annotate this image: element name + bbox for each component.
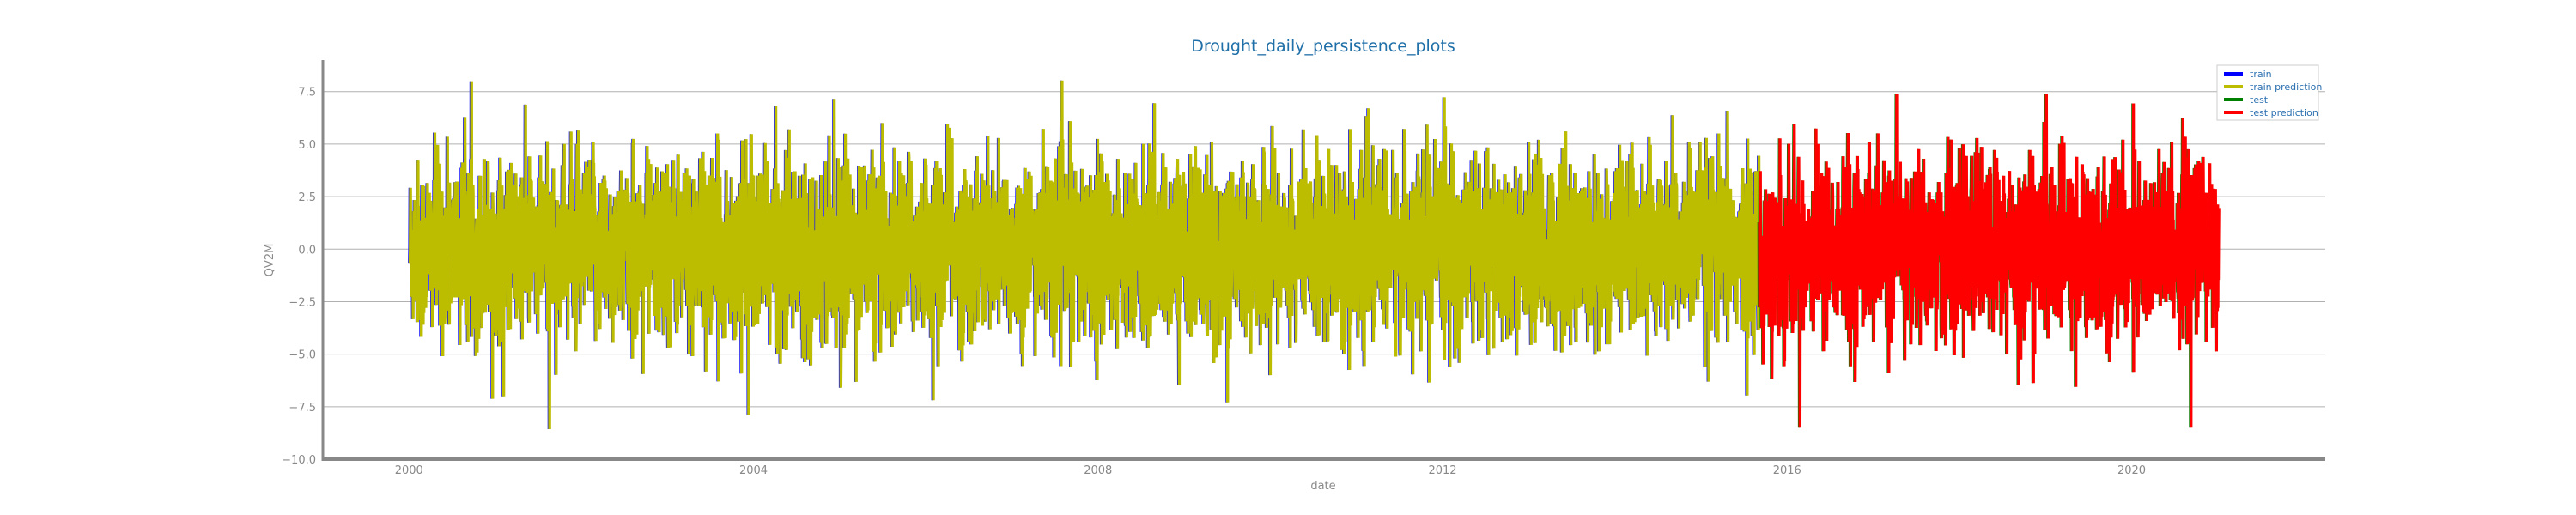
series-train-prediction: [408, 80, 1761, 430]
series-layer: [408, 80, 2221, 430]
legend-label: train prediction: [2250, 82, 2322, 93]
x-tick-label: 2000: [395, 464, 423, 477]
series-test-prediction: [1758, 94, 2221, 428]
x-tick-label: 2008: [1084, 464, 1112, 477]
y-tick-label: −5.0: [289, 349, 316, 362]
legend-label: test prediction: [2250, 107, 2318, 118]
y-tick-label: −10.0: [282, 454, 316, 467]
x-axis-label: date: [1310, 480, 1335, 493]
chart-title: Drought_daily_persistence_plots: [1191, 37, 1455, 56]
y-axis-label: QV2M: [264, 244, 276, 277]
y-tick-label: 2.5: [298, 191, 316, 204]
x-tick-label: 2012: [1428, 464, 1456, 477]
legend-label: train: [2250, 69, 2272, 80]
x-tick-label: 2004: [739, 464, 768, 477]
x-tick-label: 2020: [2117, 464, 2146, 477]
y-tick-label: 5.0: [298, 139, 316, 152]
y-tick-label: −2.5: [289, 296, 316, 309]
y-tick-label: 0.0: [298, 244, 316, 257]
y-tick-label: 7.5: [298, 87, 316, 100]
x-ticks: 2000 2004 2008 2012 2016 2020: [395, 464, 2146, 477]
y-tick-label: −7.5: [289, 402, 316, 415]
legend-label: test: [2250, 94, 2269, 106]
x-tick-label: 2016: [1773, 464, 1801, 477]
y-ticks: −10.0 −7.5 −5.0 −2.5 0.0 2.5 5.0 7.5: [282, 87, 316, 467]
